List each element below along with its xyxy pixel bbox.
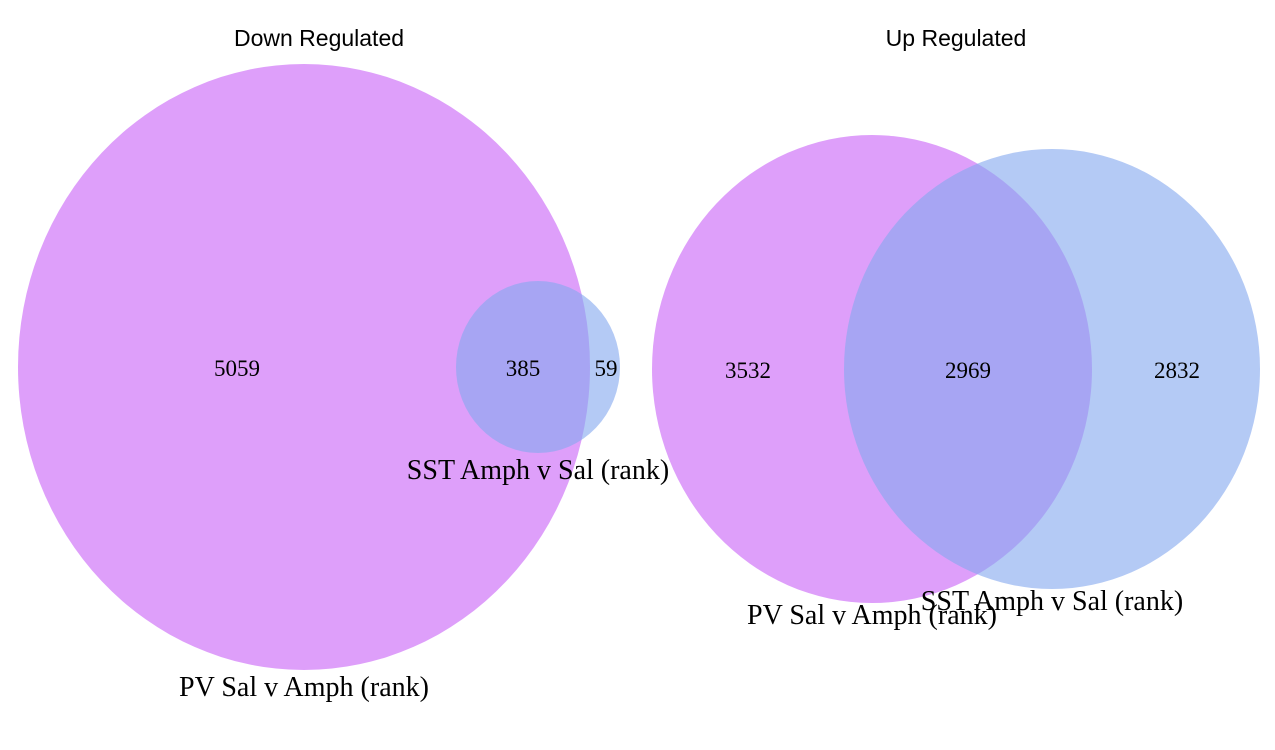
venn-down-regulated: Down Regulated 5059 385 59 SST Amph v Sa… — [18, 25, 669, 703]
venn-up-only-b-count: 2832 — [1154, 358, 1200, 383]
venn-up-set-b-label: SST Amph v Sal (rank) — [921, 586, 1183, 617]
venn-down-title: Down Regulated — [234, 25, 404, 51]
venn-up-intersection-count: 2969 — [945, 358, 991, 383]
venn-up-set-a-label: PV Sal v Amph (rank) — [747, 600, 997, 631]
venn-down-only-a-count: 5059 — [214, 356, 260, 381]
venn-down-set-a-label: PV Sal v Amph (rank) — [179, 672, 429, 703]
venn-down-set-b-label: SST Amph v Sal (rank) — [407, 455, 669, 486]
venn-up-only-a-count: 3532 — [725, 358, 771, 383]
venn-up-regulated: Up Regulated 3532 2969 2832 SST Amph v S… — [652, 25, 1260, 631]
venn-up-set-b-circle — [844, 149, 1260, 589]
venn-up-title: Up Regulated — [886, 25, 1027, 51]
venn-down-only-b-count: 59 — [595, 356, 618, 381]
venn-down-set-b-circle — [456, 281, 620, 453]
venn-down-intersection-count: 385 — [506, 356, 541, 381]
venn-down-set-a-circle — [18, 64, 590, 670]
